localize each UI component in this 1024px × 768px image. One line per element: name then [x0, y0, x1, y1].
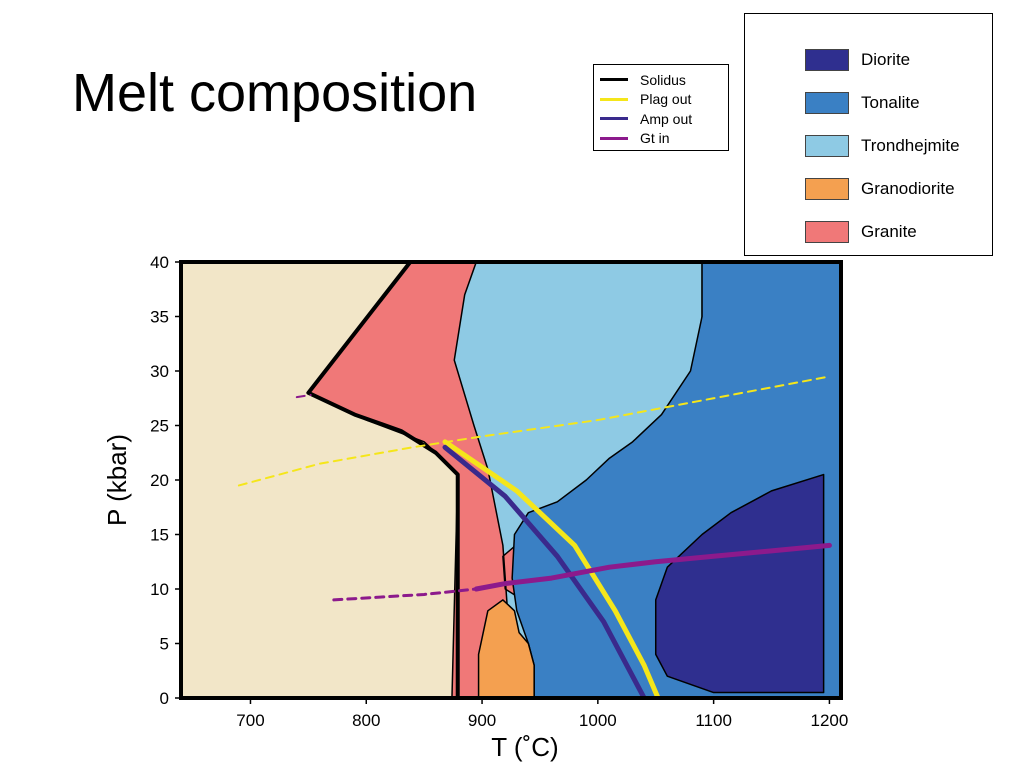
region-diorite	[654, 473, 825, 694]
x-tick-label: 1100	[695, 711, 732, 730]
legend-item-gt-in: Gt in	[600, 129, 728, 149]
legend-item-granite: Granite	[805, 210, 992, 253]
legend-item-plag-out: Plag out	[600, 90, 728, 110]
line-amp-out	[442, 444, 647, 698]
x-axis-label: T (˚C)	[491, 732, 558, 762]
legend-item-solidus: Solidus	[600, 70, 728, 90]
legend-color-swatch	[805, 177, 849, 200]
legend-line-swatch	[600, 136, 628, 140]
line-legend: Solidus Plag out Amp out Gt in	[593, 64, 729, 151]
x-tick-label: 1200	[811, 711, 849, 730]
y-axis-label: P (kbar)	[102, 434, 132, 526]
legend-item-tonalite: Tonalite	[805, 81, 992, 124]
y-tick-label: 0	[160, 689, 169, 708]
y-axis: 0 5 10 15 20 25 30 35 40	[150, 253, 181, 708]
legend-label: Solidus	[640, 71, 686, 88]
x-axis: 700 800 900 1000 1100 1200	[236, 698, 848, 730]
legend-line-swatch	[600, 117, 628, 121]
legend-label: Granite	[861, 221, 917, 241]
lines-layer	[237, 262, 832, 698]
legend-color-swatch	[805, 48, 849, 71]
legend-line-swatch	[600, 78, 628, 82]
legend-label: Tonalite	[861, 92, 920, 112]
y-tick-label: 25	[150, 417, 169, 436]
line-gt-in-extrapolated	[332, 587, 478, 602]
legend-label: Diorite	[861, 49, 911, 69]
y-tick-label: 30	[150, 362, 169, 381]
regions-layer	[307, 262, 841, 698]
y-tick-label: 15	[150, 526, 169, 545]
legend-label: Plag out	[640, 91, 692, 108]
line-plag-out-extrapolated	[237, 375, 831, 487]
legend-line-swatch	[600, 97, 628, 101]
legend-item-diorite: Diorite	[805, 38, 992, 81]
legend-label: Amp out	[640, 110, 693, 127]
legend-item-amp-out: Amp out	[600, 109, 728, 129]
x-tick-label: 1000	[579, 711, 617, 730]
legend-color-swatch	[805, 134, 849, 157]
legend-color-swatch	[805, 220, 849, 243]
x-tick-label: 800	[352, 711, 380, 730]
y-tick-label: 40	[150, 253, 169, 272]
legend-label: Trondhejmite	[861, 135, 960, 155]
legend-label: Granodiorite	[861, 178, 955, 198]
region-legend: Diorite Tonalite Trondhejmite Granodiori…	[744, 13, 993, 256]
legend-item-trondhjemite: Trondhejmite	[805, 124, 992, 167]
line-solidus	[306, 262, 460, 698]
line-solidus-extrapolated	[295, 393, 312, 399]
line-gt-in	[473, 542, 832, 592]
legend-item-granodiorite: Granodiorite	[805, 167, 992, 210]
y-tick-label: 35	[150, 308, 169, 327]
y-tick-label: 5	[160, 635, 169, 654]
y-tick-label: 20	[150, 471, 169, 490]
legend-color-swatch	[805, 91, 849, 114]
x-tick-label: 900	[468, 711, 496, 730]
region-granodiorite	[477, 599, 535, 698]
y-tick-label: 10	[150, 580, 169, 599]
legend-label: Gt in	[640, 130, 670, 147]
page-title: Melt composition	[72, 63, 478, 123]
line-plag-out	[442, 439, 661, 698]
x-tick-label: 700	[236, 711, 264, 730]
